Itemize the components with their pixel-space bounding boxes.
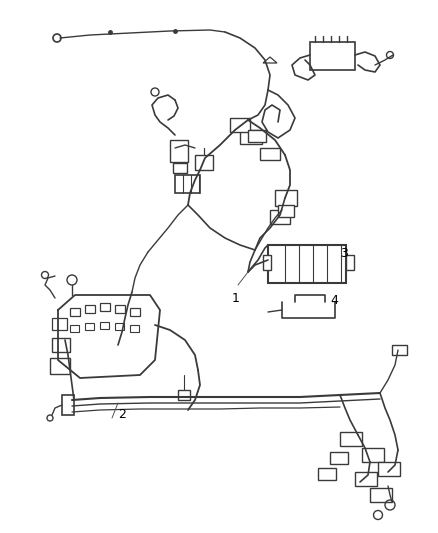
Bar [391, 345, 406, 355]
Bar [175, 175, 200, 193]
Bar [115, 305, 125, 313]
Bar [240, 130, 261, 144]
Bar [100, 303, 110, 311]
Bar [259, 148, 279, 160]
Bar [85, 305, 95, 313]
Polygon shape [262, 57, 276, 63]
Bar [329, 452, 347, 464]
Bar [62, 395, 74, 415]
Bar [194, 155, 212, 170]
Bar [130, 308, 140, 316]
Bar [339, 432, 361, 446]
Bar [361, 448, 383, 462]
Bar [317, 468, 335, 480]
Bar [170, 140, 187, 162]
Bar [269, 210, 290, 224]
Bar [277, 205, 293, 217]
Bar [262, 255, 270, 270]
Text: 3: 3 [339, 246, 347, 260]
Bar [369, 488, 391, 502]
Bar [247, 130, 265, 142]
Bar [130, 325, 139, 332]
Bar [309, 42, 354, 70]
Bar [52, 338, 70, 352]
Bar [177, 390, 190, 400]
Bar [173, 163, 187, 173]
Text: 1: 1 [231, 292, 239, 304]
Bar [377, 462, 399, 476]
Text: 4: 4 [329, 294, 337, 306]
Bar [100, 322, 109, 329]
Bar [52, 318, 67, 330]
Bar [85, 323, 94, 330]
Bar [274, 190, 297, 206]
Bar [345, 255, 353, 270]
Bar [267, 245, 345, 283]
Bar [230, 118, 249, 132]
Text: 2: 2 [118, 408, 126, 422]
Bar [50, 358, 70, 374]
Bar [354, 472, 376, 486]
Bar [115, 323, 124, 330]
Bar [70, 308, 80, 316]
Bar [70, 325, 79, 332]
